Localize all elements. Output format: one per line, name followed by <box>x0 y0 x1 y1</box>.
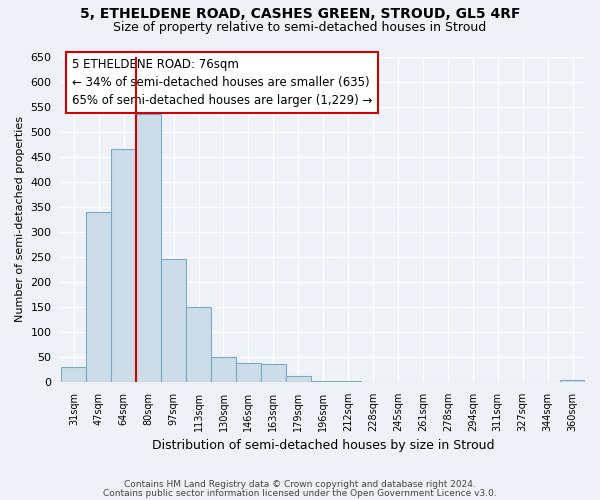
Y-axis label: Number of semi-detached properties: Number of semi-detached properties <box>15 116 25 322</box>
Bar <box>311 380 335 382</box>
Bar <box>335 381 361 382</box>
Text: 5, ETHELDENE ROAD, CASHES GREEN, STROUD, GL5 4RF: 5, ETHELDENE ROAD, CASHES GREEN, STROUD,… <box>80 8 520 22</box>
Bar <box>261 364 286 382</box>
Bar <box>86 212 111 382</box>
Text: 5 ETHELDENE ROAD: 76sqm
← 34% of semi-detached houses are smaller (635)
65% of s: 5 ETHELDENE ROAD: 76sqm ← 34% of semi-de… <box>72 58 372 107</box>
Bar <box>161 260 186 382</box>
Text: Size of property relative to semi-detached houses in Stroud: Size of property relative to semi-detach… <box>113 22 487 35</box>
X-axis label: Distribution of semi-detached houses by size in Stroud: Distribution of semi-detached houses by … <box>152 440 494 452</box>
Text: Contains HM Land Registry data © Crown copyright and database right 2024.: Contains HM Land Registry data © Crown c… <box>124 480 476 489</box>
Bar <box>136 114 161 382</box>
Bar <box>236 363 261 382</box>
Bar <box>186 307 211 382</box>
Bar <box>61 367 86 382</box>
Bar <box>111 149 136 382</box>
Bar <box>286 376 311 382</box>
Bar <box>560 380 585 382</box>
Bar <box>211 357 236 382</box>
Text: Contains public sector information licensed under the Open Government Licence v3: Contains public sector information licen… <box>103 489 497 498</box>
